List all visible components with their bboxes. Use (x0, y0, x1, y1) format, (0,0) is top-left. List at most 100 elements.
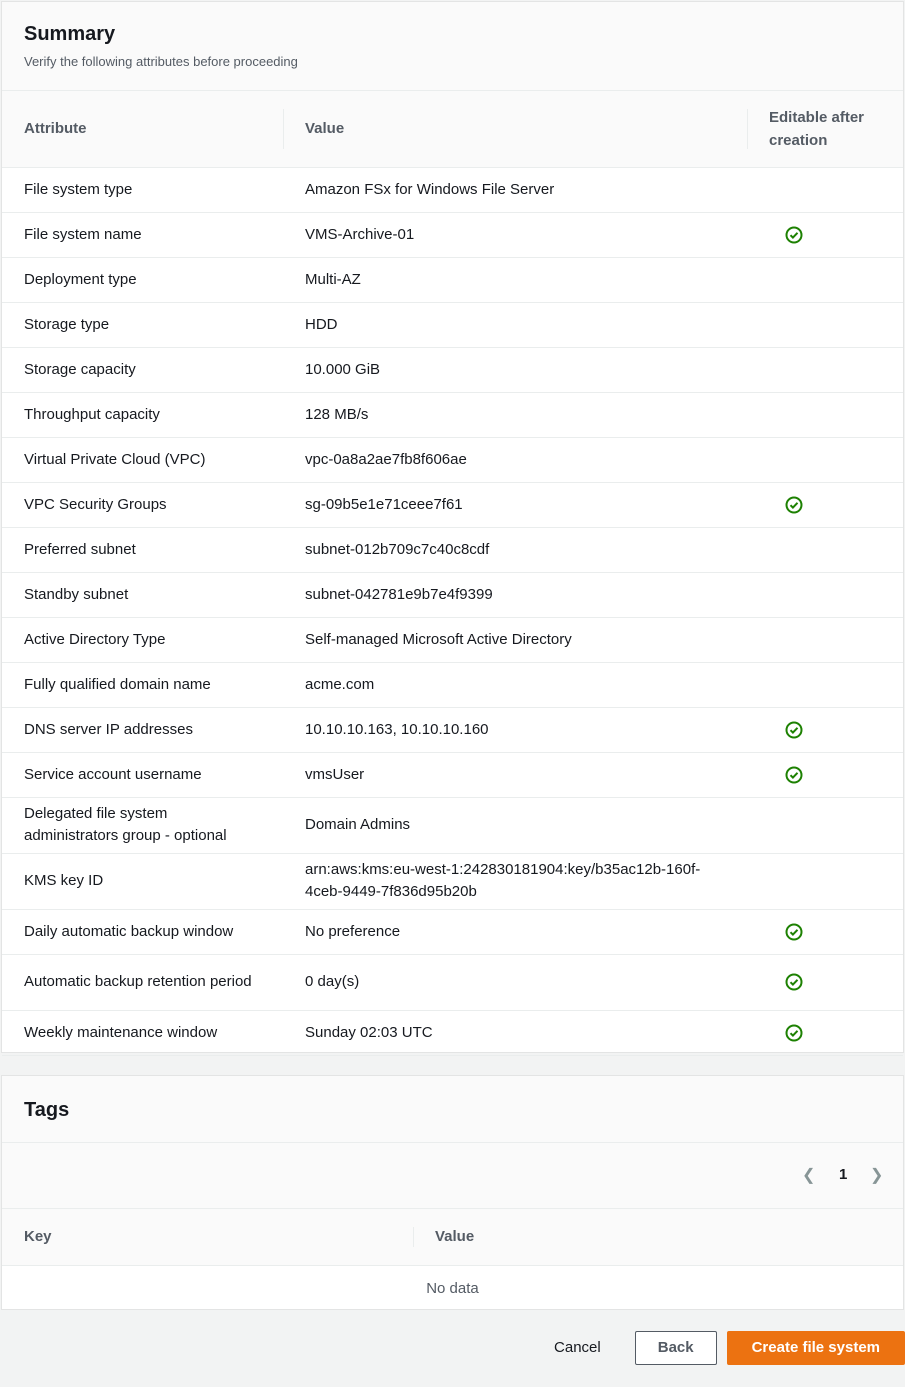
summary-row: Service account username vmsUser (2, 752, 903, 798)
summary-row: Deployment type Multi-AZ (2, 257, 903, 303)
check-circle-icon (785, 1024, 803, 1042)
summary-row: Throughput capacity 128 MB/s (2, 392, 903, 438)
summary-row: File system type Amazon FSx for Windows … (2, 167, 903, 213)
column-header-tag-value: Value (413, 1209, 903, 1266)
attribute-value: acme.com (283, 662, 747, 708)
check-circle-icon (785, 923, 803, 941)
attribute-label: Virtual Private Cloud (VPC) (2, 437, 283, 483)
check-circle-icon (785, 973, 803, 991)
editable-cell (747, 954, 903, 1011)
create-file-system-button[interactable]: Create file system (726, 1331, 905, 1365)
attribute-value: arn:aws:kms:eu-west-1:242830181904:key/b… (283, 853, 747, 910)
attribute-label: Preferred subnet (2, 527, 283, 573)
empty-state: No data (426, 1279, 479, 1297)
attribute-label: VPC Security Groups (2, 482, 283, 528)
summary-row: Automatic backup retention period 0 day(… (2, 954, 903, 1011)
summary-header: Summary Verify the following attributes … (2, 2, 903, 91)
editable-cell (747, 707, 903, 753)
wizard-actions: Cancel Back Create file system (532, 1331, 905, 1365)
attribute-label: Storage type (2, 302, 283, 348)
column-header-attribute: Attribute (2, 91, 283, 168)
summary-row: Preferred subnet subnet-012b709c7c40c8cd… (2, 527, 903, 573)
attribute-label: Delegated file system administrators gro… (2, 797, 283, 854)
attribute-value: subnet-012b709c7c40c8cdf (283, 527, 747, 573)
tags-table: Key Value (2, 1209, 903, 1266)
editable-cell (747, 617, 903, 663)
page-number[interactable]: 1 (839, 1166, 848, 1183)
attribute-value: sg-09b5e1e71ceee7f61 (283, 482, 747, 528)
summary-row: KMS key ID arn:aws:kms:eu-west-1:2428301… (2, 853, 903, 910)
editable-cell (747, 302, 903, 348)
attribute-value: 10.10.10.163, 10.10.10.160 (283, 707, 747, 753)
attribute-label: KMS key ID (2, 853, 283, 910)
attribute-label: Active Directory Type (2, 617, 283, 663)
attribute-value: Domain Admins (283, 797, 747, 854)
attribute-value: HDD (283, 302, 747, 348)
summary-row: VPC Security Groups sg-09b5e1e71ceee7f61 (2, 482, 903, 528)
attribute-value: No preference (283, 909, 747, 955)
editable-cell (747, 482, 903, 528)
editable-cell (747, 797, 903, 854)
editable-cell (747, 437, 903, 483)
column-header-value: Value (283, 91, 747, 168)
attribute-value: 128 MB/s (283, 392, 747, 438)
attribute-label: DNS server IP addresses (2, 707, 283, 753)
summary-row: Virtual Private Cloud (VPC) vpc-0a8a2ae7… (2, 437, 903, 483)
editable-cell (747, 572, 903, 618)
editable-cell (747, 527, 903, 573)
attribute-label: Daily automatic backup window (2, 909, 283, 955)
editable-cell (747, 909, 903, 955)
editable-cell (747, 167, 903, 213)
summary-title: Summary (24, 23, 116, 45)
column-header-editable: Editable after creation (747, 91, 903, 168)
attribute-value: 10.000 GiB (283, 347, 747, 393)
attribute-label: File system name (2, 212, 283, 258)
attribute-value: Self-managed Microsoft Active Directory (283, 617, 747, 663)
chevron-right-icon[interactable]: ❯ (870, 1167, 884, 1184)
editable-cell (747, 853, 903, 910)
attribute-value: vpc-0a8a2ae7fb8f606ae (283, 437, 747, 483)
summary-panel: Summary Verify the following attributes … (1, 1, 904, 1056)
check-circle-icon (785, 496, 803, 514)
editable-cell (747, 212, 903, 258)
summary-row: Active Directory Type Self-managed Micro… (2, 617, 903, 663)
summary-row: Storage type HDD (2, 302, 903, 348)
check-circle-icon (785, 226, 803, 244)
attribute-value: 0 day(s) (283, 954, 747, 1011)
attribute-label: Service account username (2, 752, 283, 798)
attribute-value: VMS-Archive-01 (283, 212, 747, 258)
summary-row: Standby subnet subnet-042781e9b7e4f9399 (2, 572, 903, 618)
back-button[interactable]: Back (634, 1331, 717, 1365)
check-circle-icon (785, 721, 803, 739)
editable-cell (747, 1010, 903, 1056)
attribute-label: Fully qualified domain name (2, 662, 283, 708)
tags-title: Tags (24, 1099, 70, 1121)
chevron-left-icon[interactable]: ❮ (802, 1167, 816, 1184)
column-header-key: Key (2, 1209, 413, 1266)
summary-subtitle: Verify the following attributes before p… (24, 54, 298, 69)
summary-row: Fully qualified domain name acme.com (2, 662, 903, 708)
tags-panel: Tags ❮ 1 ❯ Key Value No data (1, 1075, 904, 1310)
cancel-button[interactable]: Cancel (532, 1331, 623, 1365)
summary-row: DNS server IP addresses 10.10.10.163, 10… (2, 707, 903, 753)
attribute-label: Storage capacity (2, 347, 283, 393)
attribute-value: Multi-AZ (283, 257, 747, 303)
summary-row: Weekly maintenance window Sunday 02:03 U… (2, 1010, 903, 1056)
editable-cell (747, 392, 903, 438)
attribute-label: File system type (2, 167, 283, 213)
pagination: ❮ 1 ❯ (2, 1143, 903, 1209)
editable-cell (747, 752, 903, 798)
editable-cell (747, 662, 903, 708)
editable-cell (747, 257, 903, 303)
summary-row: Daily automatic backup window No prefere… (2, 909, 903, 955)
attribute-label: Deployment type (2, 257, 283, 303)
attribute-label: Automatic backup retention period (2, 954, 283, 1011)
attribute-value: vmsUser (283, 752, 747, 798)
summary-table: Attribute Value Editable after creation … (2, 91, 903, 1056)
check-circle-icon (785, 766, 803, 784)
summary-row: Storage capacity 10.000 GiB (2, 347, 903, 393)
attribute-value: Sunday 02:03 UTC (283, 1010, 747, 1056)
summary-row: Delegated file system administrators gro… (2, 797, 903, 854)
attribute-label: Throughput capacity (2, 392, 283, 438)
attribute-value: Amazon FSx for Windows File Server (283, 167, 747, 213)
